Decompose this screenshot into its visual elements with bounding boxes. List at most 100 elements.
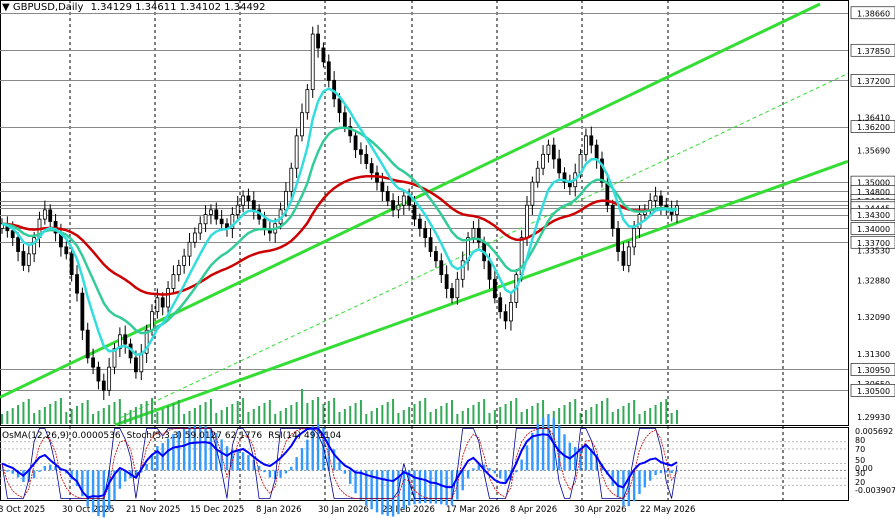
price-axis-label: 1.36200 <box>857 123 890 132</box>
osma-bar <box>241 452 245 471</box>
volume-bar <box>193 408 196 424</box>
candle-body <box>214 209 219 220</box>
osma-bar <box>11 470 14 474</box>
candle-body <box>48 209 53 222</box>
candle-body <box>369 163 374 174</box>
volume-bar <box>638 414 641 424</box>
candle-body <box>326 61 331 81</box>
candle-body <box>621 251 626 266</box>
candle-body <box>262 218 267 229</box>
price-axis-label: 1.30500 <box>857 387 890 396</box>
time-axis-label: 8 Oct 2025 <box>0 505 45 515</box>
candle-body <box>530 181 535 206</box>
volume-bar <box>536 403 539 424</box>
osma-bar <box>643 470 647 488</box>
osma-bar <box>284 470 288 474</box>
candle-body <box>610 204 615 229</box>
osma-bar <box>413 470 416 505</box>
osma-bar <box>113 470 116 501</box>
indicator-axis-label: 70 <box>855 445 865 454</box>
candle-body <box>310 33 315 90</box>
osma-bar <box>349 470 352 484</box>
volume-bar <box>526 409 528 424</box>
volume-bar <box>92 414 95 424</box>
volume-bar <box>461 411 464 424</box>
indicator-axis-label: 0.00 <box>855 464 873 473</box>
osma-bar <box>215 433 218 471</box>
candle-body <box>616 227 620 252</box>
volume-bar <box>65 412 68 424</box>
time-axis-label: 30 Apr 2026 <box>574 505 627 515</box>
osma-bar <box>402 470 405 509</box>
price-axis-label: 1.35000 <box>857 179 890 188</box>
volume-bar <box>97 411 100 424</box>
symbol-dropdown-icon[interactable]: ▼ <box>2 2 10 13</box>
osma-bar <box>268 470 272 478</box>
volume-bar <box>38 410 41 424</box>
osma-bar <box>145 463 148 471</box>
volume-bar <box>376 408 378 424</box>
volume-bar <box>370 411 373 424</box>
volume-bar <box>397 413 400 424</box>
osma-bar <box>670 470 673 474</box>
candle-body <box>294 135 299 169</box>
volume-bar <box>622 406 625 424</box>
price-label-box <box>850 235 895 249</box>
volume-bar <box>499 407 502 424</box>
osma-bar <box>584 446 588 471</box>
candle-body <box>385 190 390 202</box>
volume-bar <box>274 414 277 424</box>
osma-bar <box>557 425 561 471</box>
osma-bar <box>332 449 336 471</box>
candle-body <box>492 278 497 299</box>
volume-bars <box>1 389 678 424</box>
volume-bar <box>86 400 89 424</box>
osma-bar <box>574 447 577 471</box>
osma-bar <box>627 470 630 507</box>
osma-bar <box>477 464 480 471</box>
volume-bar <box>451 400 453 424</box>
volume-bar <box>17 405 20 424</box>
candle-body <box>42 209 47 220</box>
osma-bar <box>257 465 261 471</box>
price-label-box <box>850 74 895 87</box>
volume-bar <box>349 406 352 424</box>
candle-body <box>380 181 385 192</box>
volume-bar <box>161 409 164 424</box>
volume-bar <box>108 405 111 424</box>
indicator-axis-label: 80 <box>855 436 865 445</box>
candle-body <box>241 195 245 206</box>
volume-bar <box>558 408 561 424</box>
volume-bar <box>359 400 362 424</box>
price-label-box <box>850 43 895 57</box>
osma-bar <box>493 470 497 474</box>
indicator-axis-label: 30 <box>855 469 865 478</box>
volume-bar <box>343 409 346 424</box>
volume-bar <box>199 405 202 424</box>
osma-bar <box>665 470 668 473</box>
volume-bar <box>172 403 175 424</box>
candle-body <box>509 302 513 322</box>
candle-body <box>155 297 160 313</box>
candle-body <box>428 237 433 252</box>
candle-body <box>626 246 631 266</box>
osma-bar <box>520 459 523 471</box>
osma-bar <box>466 470 470 479</box>
candle-body <box>182 255 187 266</box>
volume-bar <box>188 411 191 424</box>
volume-bar <box>76 406 78 424</box>
candle-body <box>144 329 149 354</box>
volume-bar <box>509 401 512 424</box>
volume-bar <box>156 412 159 424</box>
osma-bar <box>434 470 438 504</box>
volume-bar <box>70 409 73 424</box>
candle-body <box>187 241 192 257</box>
time-axis-label: 15 Dec 2025 <box>190 505 244 515</box>
osma-bar <box>188 426 191 471</box>
candle-body <box>359 149 363 155</box>
volume-bar <box>381 405 384 424</box>
candle-body <box>117 334 122 350</box>
osma-bar <box>461 470 464 491</box>
